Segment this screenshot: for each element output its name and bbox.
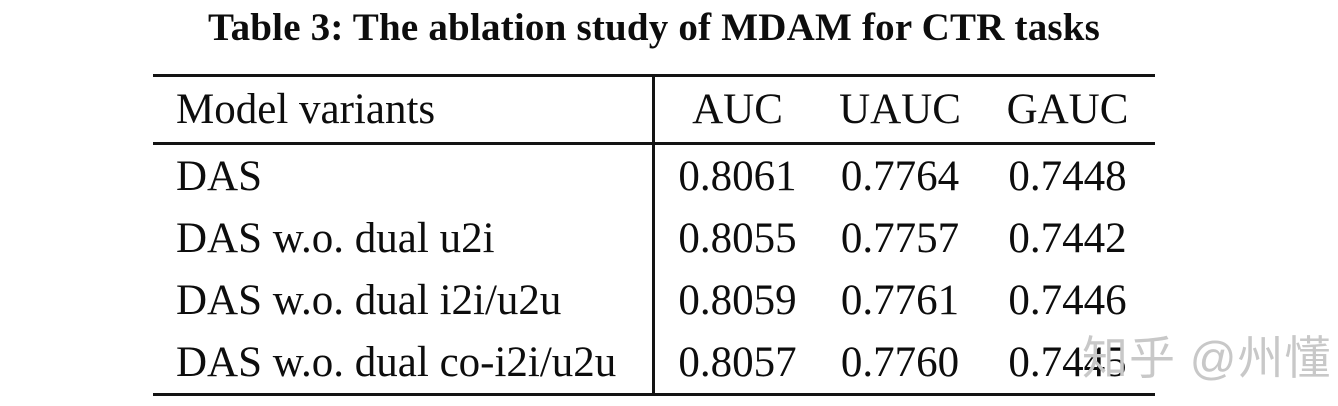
model-variant-cell: DAS w.o. dual u2i [153,207,655,269]
gauc-value-cell: 0.7445 [1008,338,1127,386]
model-variant-cell: DAS [153,145,655,207]
table-row: DAS w.o. dual co-i2i/u2u 0.8057 0.7760 0… [153,331,1155,393]
gauc-value-cell: 0.7446 [1008,276,1127,324]
auc-value-cell: 0.8059 [678,276,797,324]
gauc-value-cell: 0.7448 [1008,152,1127,200]
auc-value-cell: 0.8055 [678,214,797,262]
column-header-auc: AUC [692,86,783,133]
zhihu-watermark: 知乎 @州懂 [1082,332,1332,384]
table-row: DAS w.o. dual u2i 0.8055 0.7757 0.7442 [153,207,1155,269]
ablation-results-table: Model variants AUC UAUC GAUC DAS 0.8061 … [153,74,1155,396]
uauc-value-cell: 0.7757 [840,214,960,262]
table-row: DAS w.o. dual i2i/u2u 0.8059 0.7761 0.74… [153,269,1155,331]
model-variant-cell: DAS w.o. dual i2i/u2u [153,269,655,331]
uauc-value-cell: 0.7760 [840,338,960,386]
uauc-value-cell: 0.7764 [840,152,960,200]
auc-value-cell: 0.8061 [678,152,797,200]
column-header-model-variants: Model variants [153,77,655,142]
uauc-value-cell: 0.7761 [840,276,960,324]
column-header-gauc: GAUC [1006,86,1129,133]
column-header-uauc: UAUC [839,86,961,133]
table-header-row: Model variants AUC UAUC GAUC [153,77,1155,145]
table-caption: Table 3: The ablation study of MDAM for … [207,6,1101,49]
auc-value-cell: 0.8057 [678,338,797,386]
gauc-value-cell: 0.7442 [1008,214,1127,262]
model-variant-cell: DAS w.o. dual co-i2i/u2u [153,331,655,393]
table-row: DAS 0.8061 0.7764 0.7448 [153,145,1155,207]
